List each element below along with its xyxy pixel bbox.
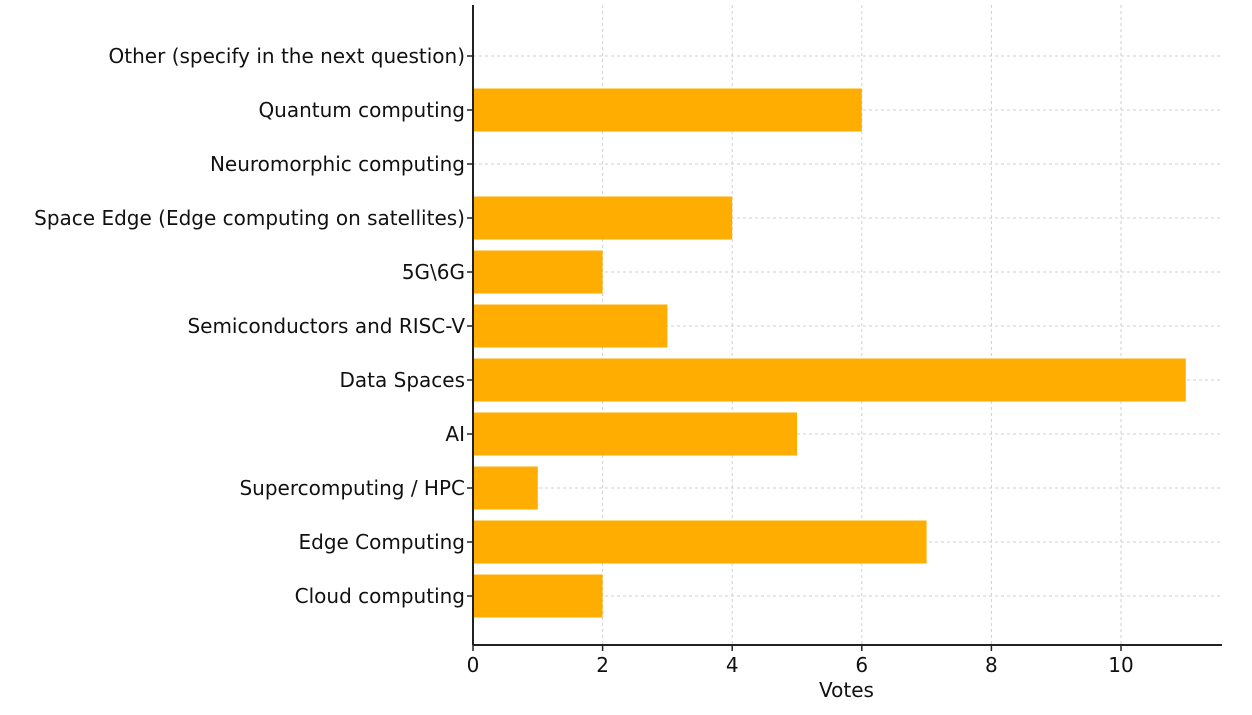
x-tick-label: 2	[596, 653, 609, 677]
x-tick-label: 6	[855, 653, 868, 677]
category-label: Edge Computing	[298, 530, 465, 554]
bar	[473, 412, 797, 456]
axes	[472, 5, 1222, 646]
category-label: Cloud computing	[295, 584, 465, 608]
bar	[473, 304, 668, 348]
category-label: 5G\6G	[402, 260, 465, 284]
x-tick-label: 4	[726, 653, 739, 677]
x-axis-title: Votes	[819, 678, 874, 702]
category-label: Quantum computing	[258, 98, 465, 122]
category-label: Neuromorphic computing	[210, 152, 465, 176]
x-tick-labels: 0 2 4 6 8 10	[467, 645, 1134, 677]
bar	[473, 358, 1186, 402]
category-label: Supercomputing / HPC	[239, 476, 465, 500]
x-tick-label: 10	[1108, 653, 1133, 677]
bar	[473, 574, 603, 618]
category-label: Space Edge (Edge computing on satellites…	[34, 206, 465, 230]
bar	[473, 250, 603, 294]
x-tick-label: 8	[985, 653, 998, 677]
category-label: Semiconductors and RISC-V	[187, 314, 465, 338]
category-label: Data Spaces	[340, 368, 465, 392]
bar	[473, 520, 927, 564]
x-tick-label: 0	[467, 653, 480, 677]
category-labels: Cloud computing Edge Computing Supercomput…	[34, 44, 473, 608]
bars	[473, 88, 1186, 618]
bar	[473, 196, 733, 240]
bar	[473, 88, 862, 132]
category-label: AI	[445, 422, 465, 446]
bar	[473, 466, 538, 510]
category-label: Other (specify in the next question)	[109, 44, 465, 68]
